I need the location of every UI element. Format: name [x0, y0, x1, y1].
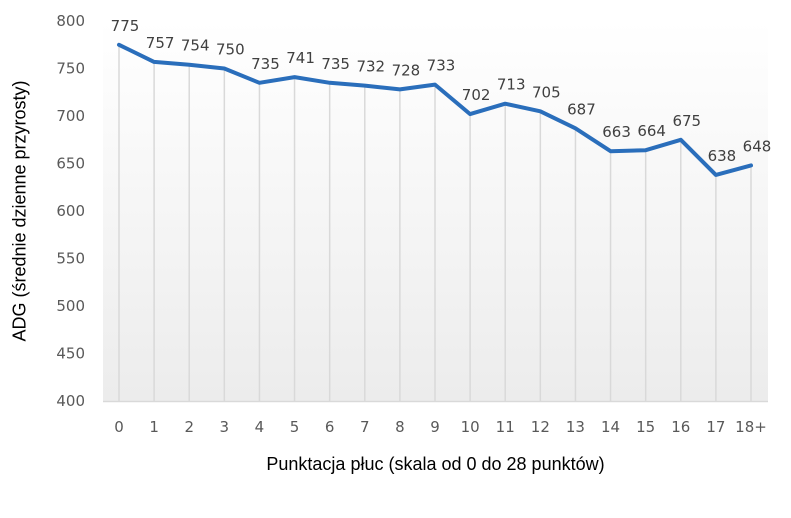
data-label: 728 [392, 61, 421, 79]
y-tick-label: 650 [56, 155, 85, 173]
x-tick-label: 11 [496, 418, 515, 436]
x-tick-label: 0 [114, 418, 124, 436]
data-label: 702 [462, 86, 491, 104]
data-label: 775 [111, 17, 140, 35]
y-tick-label: 500 [56, 297, 85, 315]
data-label: 713 [497, 76, 526, 94]
data-label: 735 [251, 55, 280, 73]
x-axis-title-text: Punktacja płuc (skala od 0 do 28 punktów… [266, 454, 605, 474]
y-tick-label: 550 [56, 250, 85, 268]
x-tick-label: 3 [220, 418, 230, 436]
x-tick-label: 15 [636, 418, 655, 436]
data-label: 733 [427, 57, 456, 75]
y-axis-ticks: 400 450 500 550 600 650 700 750 800 [56, 12, 85, 410]
data-label: 675 [672, 112, 701, 130]
series-line-adg [117, 42, 753, 177]
x-tick-label: 17 [706, 418, 725, 436]
x-tick-label: 6 [325, 418, 335, 436]
y-axis-title-text: ADG (średnie dzienne przyrosty) [9, 80, 30, 342]
x-tick-label: 14 [601, 418, 620, 436]
x-tick-label: 12 [531, 418, 550, 436]
data-label: 754 [181, 37, 210, 55]
x-tick-label: 4 [255, 418, 265, 436]
data-label: 705 [532, 83, 561, 101]
data-label: 638 [708, 147, 737, 165]
x-axis-title: Punktacja płuc (skala od 0 do 28 punktów… [0, 454, 791, 475]
data-label: 664 [637, 122, 666, 140]
data-label: 750 [216, 41, 245, 59]
data-label: 757 [146, 34, 175, 52]
y-tick-label: 700 [56, 107, 85, 125]
drop-lines [118, 44, 752, 401]
y-tick-label: 600 [56, 202, 85, 220]
data-label: 735 [321, 55, 350, 73]
data-label: 663 [602, 123, 631, 141]
x-tick-label: 16 [671, 418, 690, 436]
x-tick-label: 13 [566, 418, 585, 436]
data-label: 741 [286, 49, 315, 67]
x-tick-label: 10 [461, 418, 480, 436]
y-tick-label: 800 [56, 12, 85, 30]
data-label: 648 [743, 137, 772, 155]
x-tick-label: 9 [430, 418, 440, 436]
x-tick-label: 2 [184, 418, 194, 436]
x-tick-label: 5 [290, 418, 300, 436]
x-axis-ticks: 0 1 2 3 4 5 6 7 8 9 10 11 12 13 14 15 16 17 18+ [114, 418, 767, 436]
y-tick-label: 750 [56, 60, 85, 78]
y-tick-label: 400 [56, 392, 85, 410]
x-tick-label: 1 [149, 418, 159, 436]
y-tick-label: 450 [56, 345, 85, 363]
data-label: 732 [356, 58, 385, 76]
data-label: 687 [567, 100, 596, 118]
x-tick-label: 8 [395, 418, 405, 436]
x-tick-label: 7 [360, 418, 370, 436]
data-labels: 775 757 754 750 735 741 735 732 728 733 702 713 705 6… [111, 17, 772, 165]
x-tick-label: 18+ [735, 418, 767, 436]
